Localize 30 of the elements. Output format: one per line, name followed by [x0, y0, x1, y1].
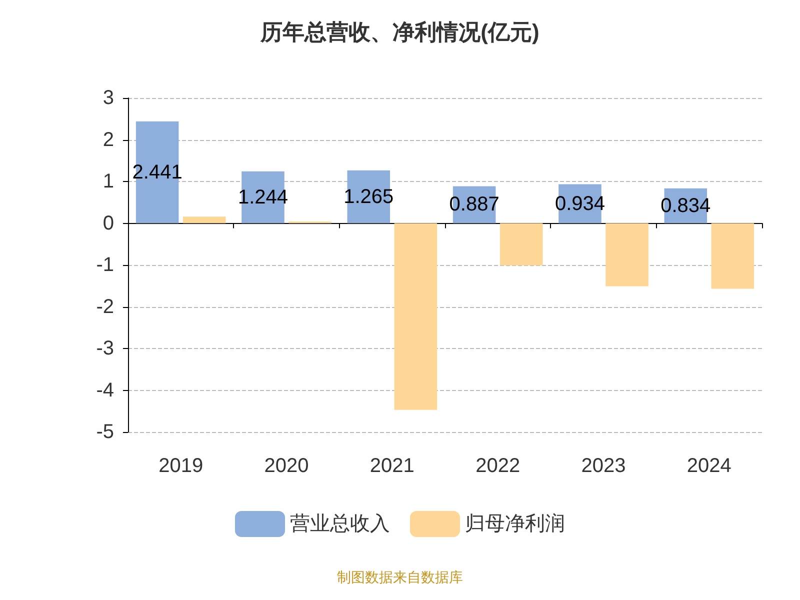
bar — [500, 223, 543, 266]
x-tick-label: 2023 — [581, 455, 626, 477]
bar — [182, 216, 226, 224]
bar — [606, 223, 648, 286]
y-tick-label: 2 — [102, 128, 114, 151]
y-tick-label: -5 — [96, 421, 114, 443]
x-tick-label: 2021 — [370, 455, 414, 477]
x-tick-label: 2022 — [476, 455, 520, 477]
x-tick-label: 2020 — [264, 455, 309, 477]
y-tick-label: -4 — [96, 379, 114, 402]
y-tick-label: 0 — [102, 212, 114, 234]
y-tick-label: -1 — [96, 254, 114, 276]
y-tick-label: -3 — [96, 338, 114, 360]
data-label: 1.265 — [344, 186, 394, 208]
legend-label: 营业总收入 — [290, 513, 390, 535]
y-tick-label: -2 — [96, 296, 114, 318]
y-tick-label: 1 — [102, 170, 114, 192]
text: 制图数据来自数据库 — [337, 569, 463, 585]
data-label: 0.834 — [660, 194, 711, 217]
data-label: 0.887 — [449, 194, 500, 216]
chart-title: 历年总营收、净利情况(亿元) — [260, 20, 540, 44]
bar — [711, 223, 754, 289]
legend-label: 归母净利润 — [465, 513, 565, 535]
x-tick-label: 2024 — [686, 455, 732, 477]
data-label: 0.934 — [554, 192, 606, 215]
x-tick-label: 2019 — [158, 455, 204, 477]
bar — [394, 223, 438, 410]
data-label: 2.441 — [132, 161, 182, 184]
y-tick-label: 3 — [102, 87, 114, 109]
data-label: 1.244 — [238, 186, 288, 208]
